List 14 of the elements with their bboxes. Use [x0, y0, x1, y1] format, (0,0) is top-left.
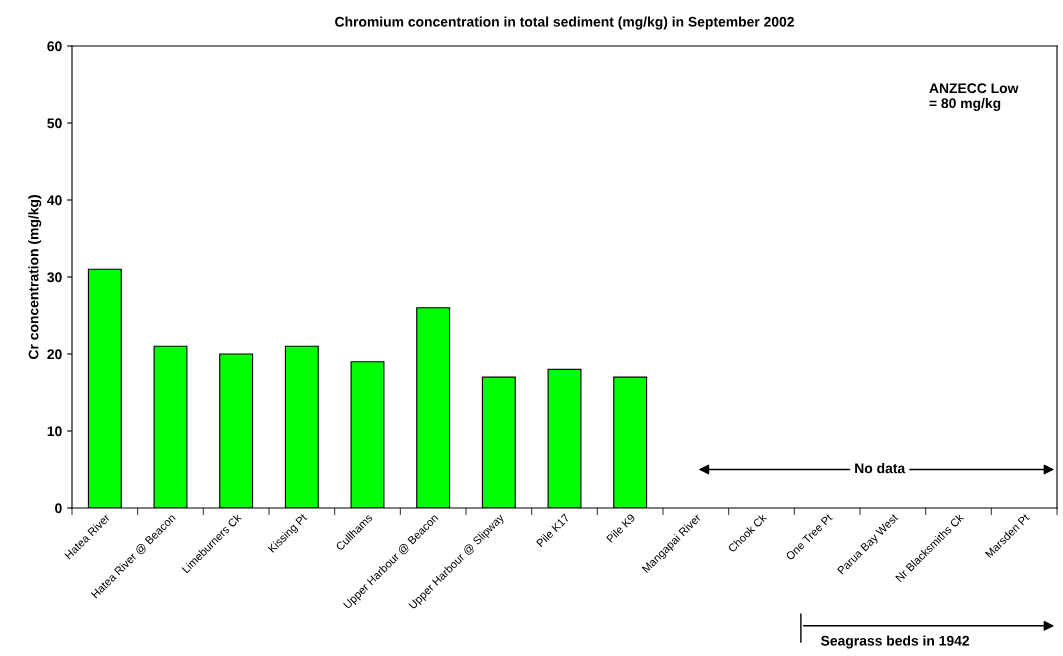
annotation: No data: [855, 463, 906, 474]
y-tick-label: 50: [47, 118, 62, 129]
y-tick-label: 20: [47, 349, 62, 360]
annotation: ANZECC Low = 80 mg/kg: [929, 83, 1019, 111]
y-axis-title: Cr concentration (mg/kg): [28, 195, 42, 359]
y-tick-label: 0: [55, 503, 62, 514]
y-tick-label: 40: [47, 195, 62, 206]
y-tick-label: 60: [47, 41, 62, 52]
x-tick-label: Pile K9: [605, 513, 636, 543]
y-tick-label: 30: [47, 272, 62, 283]
text: Seagrass beds in 1942: [821, 635, 970, 649]
x-tick-label: One Tree Pt: [785, 513, 833, 561]
chart-title: Chromium concentration in total sediment (mg/kg) in September 2002: [335, 16, 794, 30]
y-tick-label: 10: [47, 426, 62, 437]
